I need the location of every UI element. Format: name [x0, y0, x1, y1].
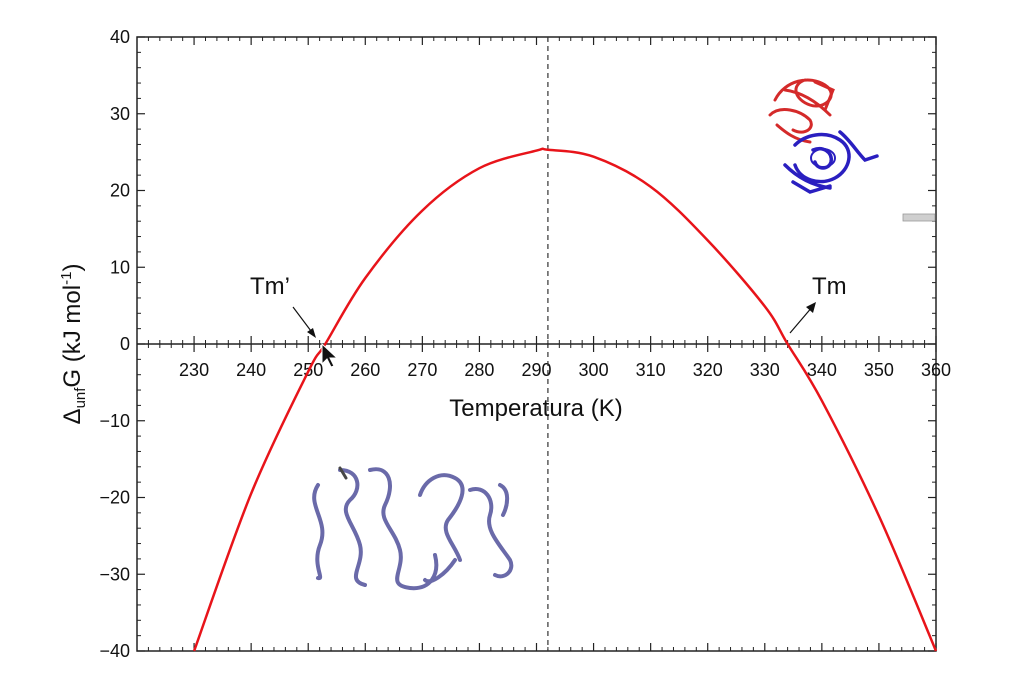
x-tick-label: 230 — [179, 360, 209, 380]
y-tick-label: 40 — [110, 27, 130, 47]
y-axis-title: ΔunfG (kJ mol-1) — [58, 264, 89, 425]
arrowhead-tm — [806, 302, 816, 313]
y-axis-ticks: 40 30 20 10 0 −10 −20 −30 −40 — [99, 27, 936, 661]
x-tick-label: 350 — [864, 360, 894, 380]
x-tick-label: 270 — [407, 360, 437, 380]
annotations: Tm’ Tm — [250, 273, 847, 368]
x-tick-label: 330 — [750, 360, 780, 380]
reference-lines — [137, 37, 936, 651]
y-tick-label: 20 — [110, 181, 130, 201]
y-tick-label: −20 — [99, 488, 130, 508]
cursor-icon — [321, 342, 339, 368]
x-tick-label: 360 — [921, 360, 951, 380]
y-tick-label: −10 — [99, 411, 130, 431]
x-tick-label: 310 — [636, 360, 666, 380]
y-tick-label: 30 — [110, 104, 130, 124]
x-tick-label: 300 — [579, 360, 609, 380]
arrow-tm — [789, 305, 814, 334]
annotation-tm: Tm — [812, 273, 847, 300]
delta-g-curve — [192, 147, 938, 652]
x-tick-label: 280 — [464, 360, 494, 380]
x-tick-label: 240 — [236, 360, 266, 380]
unfolded-chain-illustration — [312, 466, 514, 591]
x-tick-label: 340 — [807, 360, 837, 380]
y-tick-label: 10 — [110, 257, 130, 277]
y-tick-label: −30 — [99, 564, 130, 584]
x-tick-label: 320 — [693, 360, 723, 380]
x-tick-label: 290 — [521, 360, 551, 380]
x-tick-label: 260 — [350, 360, 380, 380]
x-axis-title: Temperatura (K) — [449, 395, 622, 422]
y-tick-label: −40 — [99, 641, 130, 661]
folded-protein-illustration — [768, 78, 936, 222]
y-tick-label: 0 — [120, 334, 130, 354]
arrowhead-tm-prime — [307, 328, 316, 338]
annotation-tm-prime: Tm’ — [250, 273, 290, 300]
